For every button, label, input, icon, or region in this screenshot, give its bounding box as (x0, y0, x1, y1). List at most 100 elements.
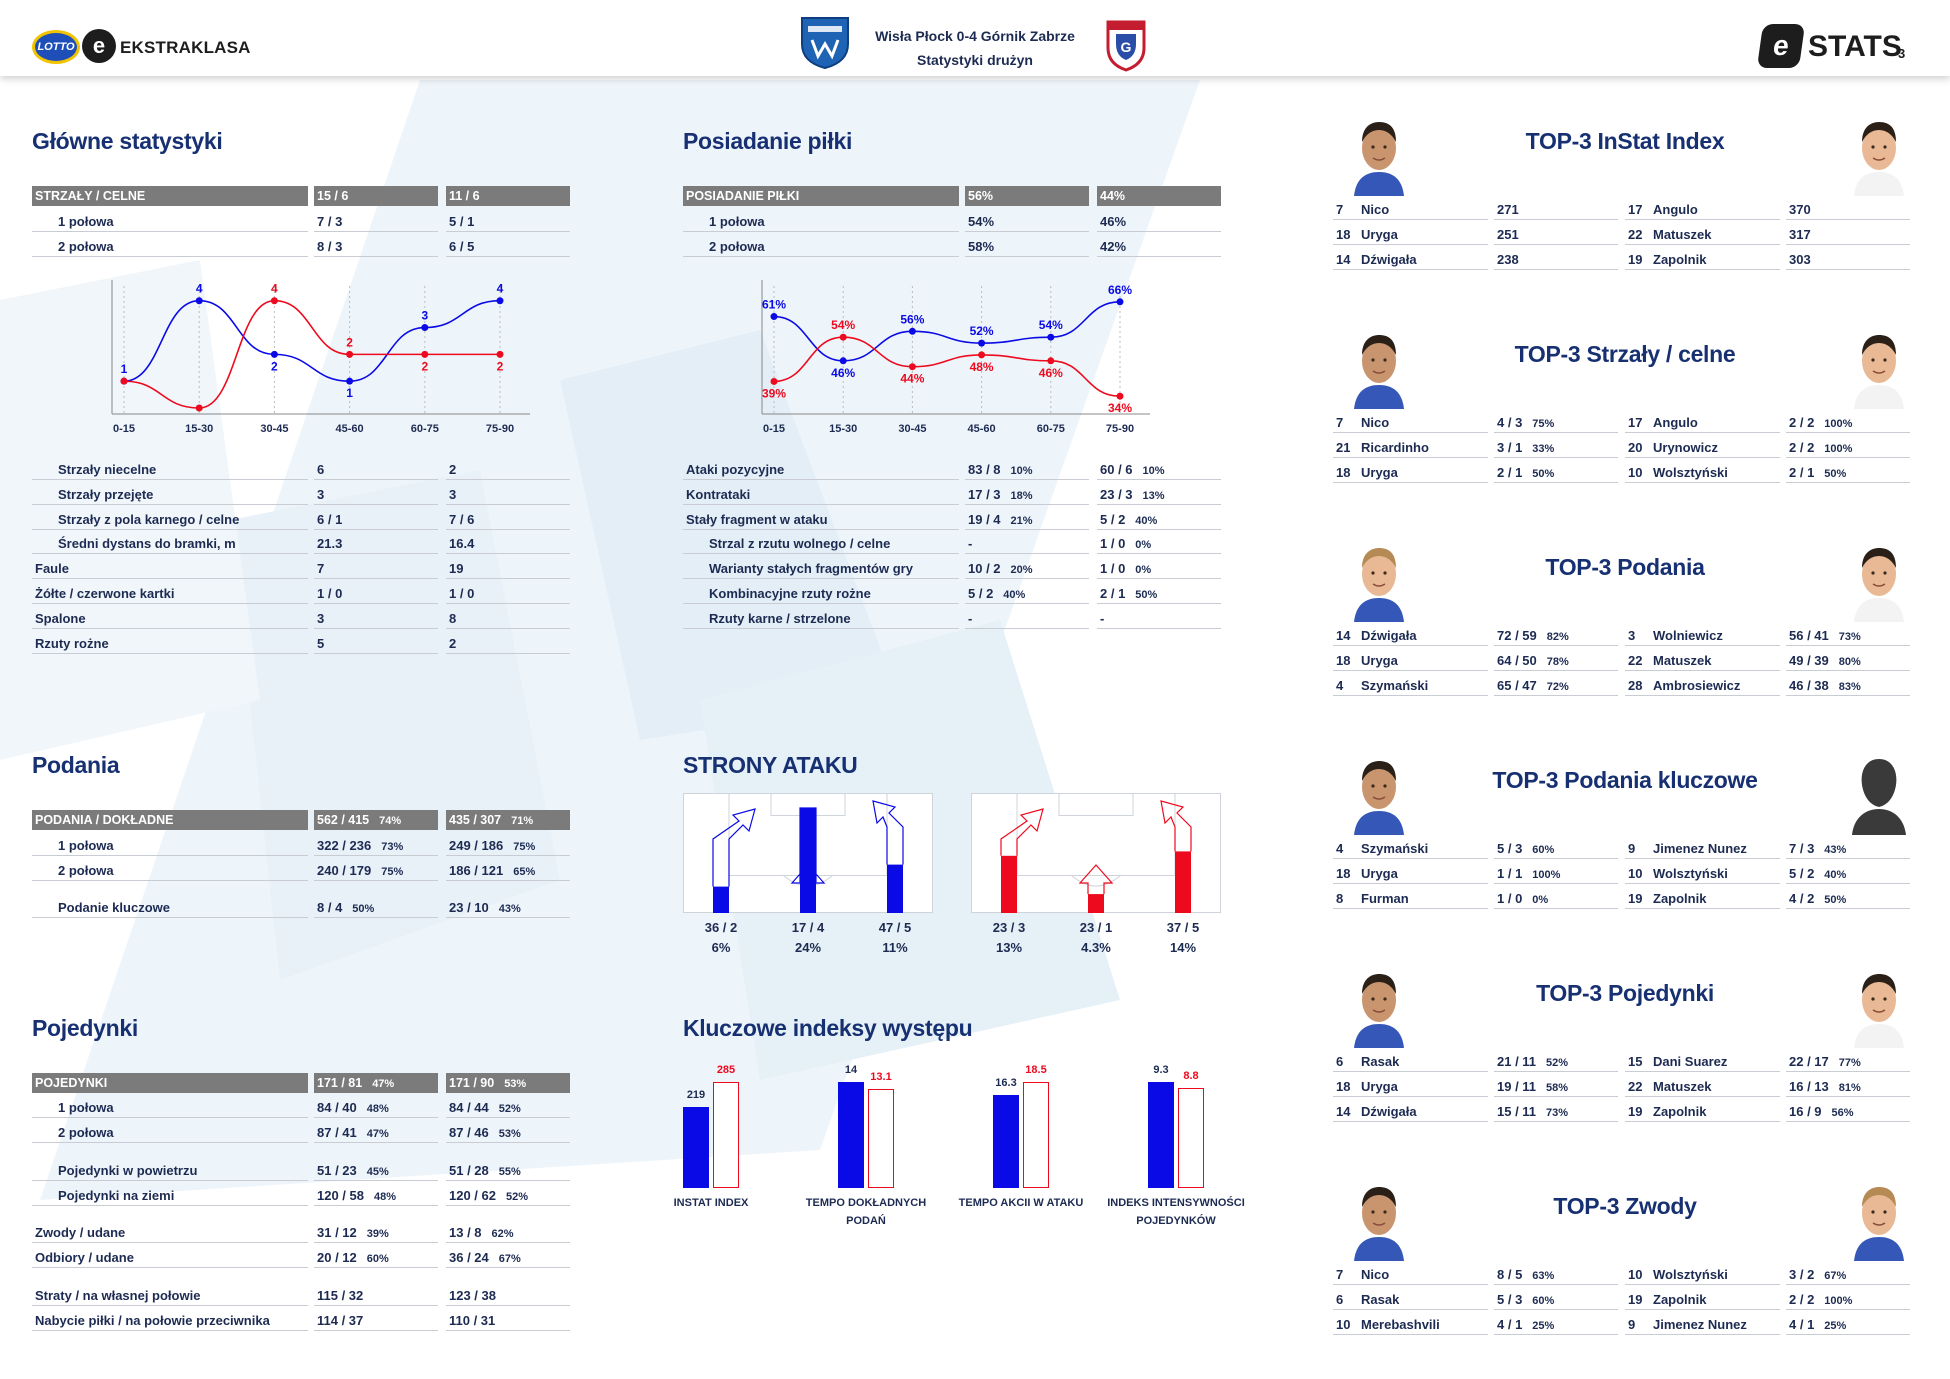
row-home: - (965, 534, 1089, 555)
row-home-pct: 18% (1010, 489, 1033, 502)
attack-bar (800, 807, 816, 913)
data-label: 1 (346, 386, 353, 400)
player-pct: 40% (1824, 869, 1847, 881)
header-home-pct: 47% (372, 1078, 395, 1090)
player-name: Dźwigała (1361, 252, 1417, 267)
row-home: 120 / 58 48% (314, 1186, 438, 1206)
row-home-pct: 48% (374, 1191, 397, 1203)
key-index-home-value: 16.3 (995, 1076, 1017, 1089)
data-point (1116, 392, 1124, 400)
player-cell: 22 Matuszek (1625, 651, 1780, 671)
header-label: PODANIA / DOKŁADNE (32, 810, 308, 830)
player-pct: 73% (1838, 631, 1861, 643)
player-cell: 9 Jimenez Nunez (1625, 839, 1780, 859)
header-away: 171 / 90 53% (446, 1073, 570, 1093)
attack-bar (713, 886, 729, 913)
estats-e-icon: e (1756, 24, 1806, 68)
player-value-cell: 19 / 11 58% (1494, 1077, 1618, 1097)
player-value: 16 / 9 (1789, 1104, 1822, 1119)
row-away-value: 186 / 121 (449, 863, 504, 878)
player-name: Zapolnik (1653, 252, 1707, 267)
row-label: 2 połowa (32, 1123, 308, 1143)
row-label: Pojedynki na ziemi (32, 1186, 308, 1206)
row-away-value: 120 / 62 (449, 1188, 496, 1203)
row-away-value: 123 / 38 (449, 1288, 496, 1303)
row-label: 2 połowa (32, 237, 308, 257)
player-name: Dźwigała (1361, 628, 1417, 643)
row-home-pct: 21% (1010, 514, 1033, 527)
player-pct: 72% (1546, 681, 1569, 693)
player-name: Rasak (1361, 1292, 1400, 1307)
player-cell: 21 Ricardinho (1333, 438, 1488, 458)
player-value-cell: 317 (1786, 225, 1910, 245)
player-name: Furman (1361, 891, 1409, 906)
attack-arrow-icon (1160, 800, 1192, 852)
estats-logo[interactable]: e STATS (1756, 24, 1920, 68)
row-away-value: 2 (449, 462, 457, 477)
player-name: Szymański (1361, 678, 1429, 693)
player-cell: 7 Nico (1333, 413, 1488, 433)
player-cell: 18 Uryga (1333, 463, 1488, 483)
row-home: 1 / 0 (314, 584, 438, 604)
key-index-home-value: 14 (844, 1064, 858, 1076)
header-home-pct: 74% (379, 815, 402, 827)
row-away: 36 / 24 67% (446, 1248, 570, 1268)
player-cell: 14 Dźwigała (1333, 250, 1488, 270)
player-photo (1354, 1187, 1404, 1261)
player-value: 7 / 3 (1789, 841, 1815, 856)
attack-arrow-icon (712, 808, 756, 887)
data-point (346, 377, 354, 385)
row-away-pct: 53% (498, 1128, 521, 1140)
attack-side-label: 23 / 1 4.3% (1051, 918, 1141, 958)
row-away: 6 / 5 (446, 237, 570, 257)
row-away: 46% (1097, 212, 1221, 232)
row-label: 2 połowa (32, 861, 308, 881)
player-name: Szymański (1361, 841, 1429, 856)
player-value-cell: 251 (1494, 225, 1618, 245)
row-away-pct: 10% (1142, 465, 1165, 477)
row-label: Strzal z rzutu wolnego / celne (683, 534, 959, 555)
row-away-value: 249 / 186 (449, 838, 504, 853)
player-name: Dźwigała (1361, 1104, 1417, 1119)
player-pct: 100% (1532, 869, 1561, 881)
player-photo (1354, 335, 1404, 409)
attack-side-pct: 4.3% (1081, 940, 1111, 955)
data-point (1047, 333, 1055, 341)
player-number: 19 (1628, 252, 1643, 267)
player-pct: 100% (1824, 1295, 1853, 1307)
top3-title: TOP-3 InStat Index (1525, 128, 1725, 154)
row-label: Straty / na własnej połowie (32, 1286, 308, 1306)
player-photo (1854, 122, 1904, 196)
row-home-value: 1 / 0 (317, 586, 343, 601)
row-away-value: 23 / 3 (1100, 486, 1133, 502)
x-tick-label: 45-60 (968, 423, 996, 435)
data-point (195, 297, 203, 305)
row-away: 23 / 10 43% (446, 898, 570, 918)
player-value-cell: 4 / 3 75% (1494, 413, 1618, 433)
row-label: Nabycie piłki / na połowie przeciwnika (32, 1311, 308, 1331)
player-name: Wolsztyński (1653, 465, 1728, 480)
player-cell: 10 Wolsztyński (1625, 1265, 1780, 1285)
attack-arrow-icon (790, 807, 826, 884)
player-name: Matuszek (1653, 227, 1712, 242)
stats-brand: STATS (1808, 30, 1902, 63)
row-away: 84 / 44 52% (446, 1098, 570, 1118)
player-number: 10 (1336, 1317, 1351, 1332)
player-name: Urynowicz (1653, 440, 1719, 455)
data-point (496, 297, 504, 305)
player-number: 17 (1628, 415, 1643, 430)
key-index-away-value: 8.8 (1183, 1069, 1199, 1082)
row-away: 3 (446, 485, 570, 505)
lotto-logo[interactable]: LOTTO (32, 30, 80, 64)
player-value-cell: 46 / 38 83% (1786, 676, 1910, 696)
attack-side-label: 37 / 5 14% (1138, 918, 1228, 958)
header-home: 562 / 415 74% (314, 810, 438, 830)
data-point (978, 351, 986, 359)
player-value: 64 / 50 (1497, 653, 1537, 668)
player-cell: 6 Rasak (1333, 1052, 1488, 1072)
attack-side-value: 23 / 3 (992, 920, 1026, 935)
player-number: 14 (1336, 1104, 1351, 1119)
row-away-pct: 67% (498, 1253, 521, 1265)
row-home-value: 115 / 32 (317, 1288, 364, 1303)
row-label: Strzały przejęte (32, 485, 308, 505)
